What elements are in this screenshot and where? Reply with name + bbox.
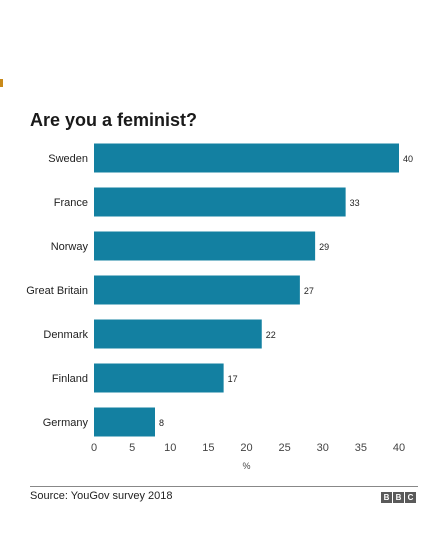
x-tick-label: 20: [240, 442, 252, 454]
bar-germany: [94, 407, 155, 437]
bbc-logo-letter-2: B: [393, 492, 404, 503]
x-tick-label: 30: [317, 442, 329, 454]
bar-denmark: [94, 319, 262, 349]
category-label-finland: Finland: [52, 373, 88, 385]
bar-sweden: [94, 143, 399, 173]
bbc-logo-letter-3: C: [405, 492, 416, 503]
x-tick-label: 10: [164, 442, 176, 454]
x-tick-label: 25: [279, 442, 291, 454]
bbc-logo: B B C: [381, 492, 416, 503]
bar-great-britain: [94, 275, 300, 305]
category-label-great-britain: Great Britain: [26, 285, 88, 297]
source-note: Source: YouGov survey 2018: [30, 490, 173, 502]
data-label-finland: 17: [228, 374, 238, 384]
chart-title: Are you a feminist?: [30, 110, 198, 130]
x-tick-label: 15: [202, 442, 214, 454]
data-label-norway: 29: [319, 242, 329, 252]
footer-divider: [30, 486, 418, 487]
bar-france: [94, 187, 346, 217]
bar-chart: Sweden 40 France 33 Norway 29 Great Britain 27 D…: [26, 143, 413, 471]
category-label-france: France: [54, 197, 88, 209]
x-tick-label: 35: [355, 442, 367, 454]
x-tick-label: 0: [91, 442, 97, 454]
category-label-denmark: Denmark: [43, 329, 88, 341]
category-label-norway: Norway: [51, 241, 89, 253]
x-axis-label: %: [242, 461, 250, 471]
data-label-denmark: 22: [266, 330, 276, 340]
bar-norway: [94, 231, 316, 261]
data-label-germany: 8: [159, 418, 164, 428]
category-label-germany: Germany: [43, 417, 89, 429]
edge-marker: [0, 79, 3, 87]
data-label-france: 33: [350, 198, 360, 208]
category-label-sweden: Sweden: [48, 153, 88, 165]
x-tick-label: 5: [129, 442, 135, 454]
data-label-great-britain: 27: [304, 286, 314, 296]
bbc-logo-letter-1: B: [381, 492, 392, 503]
bar-finland: [94, 363, 224, 393]
data-label-sweden: 40: [403, 154, 413, 164]
x-tick-label: 40: [393, 442, 405, 454]
